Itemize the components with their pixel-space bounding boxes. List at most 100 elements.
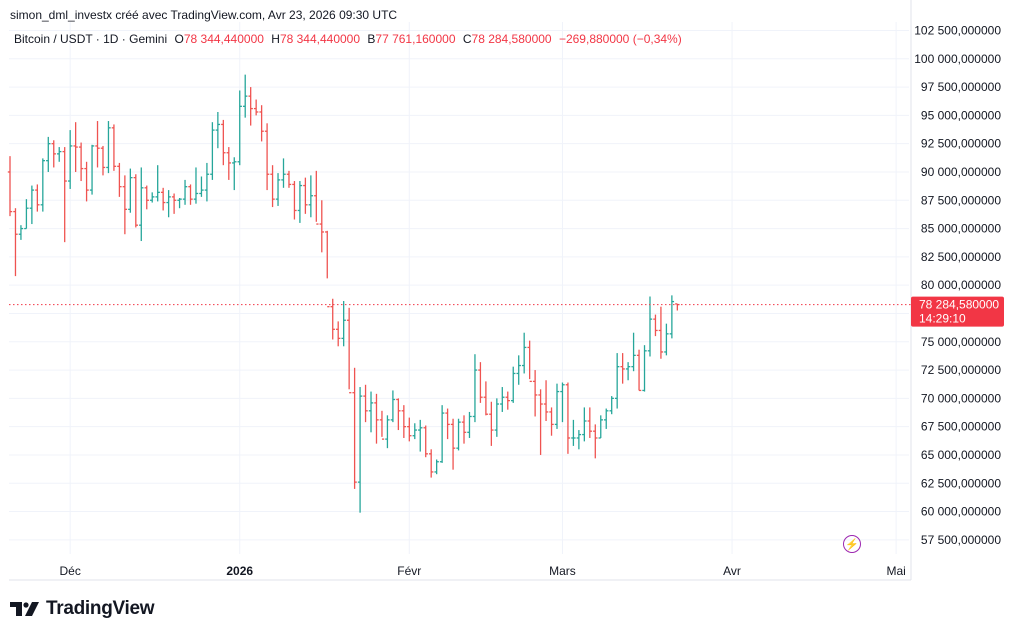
ohlc-bar [527,340,532,383]
ohlc-bar [204,162,210,202]
price-tick-label: 57 500,000000 [921,533,1001,547]
price-tick-label: 85 000,000000 [921,222,1001,236]
ohlc-bar [117,162,122,197]
time-tick-label: Mars [549,564,576,578]
ohlc-bar [604,408,609,429]
price-tick-label: 80 000,000000 [921,278,1001,292]
ohlc-bar [494,398,500,437]
ohlc-bar [500,387,505,412]
ohlc-bar [653,314,658,337]
time-tick-label: Févr [397,564,421,578]
ohlc-bar [423,425,428,458]
ohlc-bar [297,181,303,223]
ohlc-bar [532,370,538,417]
ohlc-bar [385,415,390,449]
ohlc-bar [401,405,407,438]
price-tick-label: 97 500,000000 [921,80,1001,94]
ohlc-bar [412,423,417,440]
ohlc-bar [357,387,363,513]
ohlc-bar [642,345,647,392]
last-price-tag-value: 78 284,580000 [919,298,999,312]
ohlc-bar [516,355,521,385]
ohlc-bar [330,298,335,340]
ohlc-bar [576,430,582,450]
ohlc-bar [609,396,614,415]
ohlc-bar [281,158,286,188]
ohlc-bar [658,306,664,359]
ohlc-bar [226,147,231,180]
ohlc-bar [314,170,319,225]
last-price-tag: 78 284,580000 14:29:10 [911,296,1004,327]
ohlc-bar [418,419,423,452]
ohlc-bar [95,121,100,168]
ohlc-bar [57,147,62,162]
ohlc-bar [467,411,472,438]
ohlc-bar [100,145,106,176]
ohlc-bar [582,407,587,442]
price-tick-label: 72 500,000000 [921,363,1001,377]
ohlc-bar [625,362,631,381]
ohlc-bar [40,158,46,212]
ohlc-bar [390,390,396,423]
ohlc-bar [275,173,281,206]
ohlc-bar [549,407,554,436]
ohlc-bar [133,174,139,228]
tradingview-logo[interactable]: TradingView [10,598,155,620]
time-axis[interactable]: Déc 2026 Févr Mars Avr Mai [9,564,911,581]
ohlc-bar [434,459,439,475]
ohlc-bar [166,190,171,218]
ohlc-bar [259,105,264,142]
tradingview-logo-text: TradingView [46,598,155,619]
ohlc-bar [221,119,226,166]
ohlc-bar [232,157,237,191]
ohlc-bar [177,198,182,209]
ohlc-bar [631,332,636,372]
ohlc-bar [346,307,352,394]
ohlc-bar [664,323,669,356]
ohlc-bar [521,332,527,374]
ohlc-bar [379,410,385,440]
ohlc-bar [505,391,510,410]
ohlc-bar [456,418,461,451]
ohlc-bar [264,123,270,191]
ohlc-bar [511,366,516,403]
ohlc-bar [483,381,489,416]
ohlc-bar [150,192,155,203]
ohlc-bar [489,401,494,446]
ohlc-bar [352,367,357,489]
ohlc-bar [571,419,576,446]
price-axis[interactable]: 57 500,000000 60 000,000000 62 500,000000 6… [910,0,1001,580]
ohlc-bar [319,200,324,253]
price-tick-label: 75 000,000000 [921,335,1001,349]
last-price-tag-background [911,296,1004,327]
ohlc-bar [106,121,111,174]
ohlc-bar [461,415,467,444]
ohlc-bar [193,167,199,204]
price-tick-label: 67 500,000000 [921,420,1001,434]
ohlc-bar [199,176,204,197]
ohlc-bar [445,408,450,440]
open-value: 78 344,440000 [183,32,264,46]
ohlc-bar [374,393,379,444]
ohlc-bar [89,144,95,195]
ohlc-bar [160,187,166,211]
open-label: O [174,32,184,46]
ohlc-bar [286,170,292,188]
ohlc-bar [78,142,84,182]
ohlc-bar [270,165,275,208]
price-tick-label: 62 500,000000 [921,476,1001,490]
ohlc-bar [128,168,133,213]
price-tick-label: 95 000,000000 [921,108,1001,122]
symbol-name[interactable]: Bitcoin / USDT · 1D · Gemini [14,32,168,46]
high-label: H [271,32,280,46]
low-value: 77 761,160000 [375,32,456,46]
ohlc-bar [292,181,297,220]
ohlc-bar [7,156,13,217]
ohlc-bar [472,354,478,423]
ohlc-bar [669,295,675,339]
chart-header: simon_dml_investx créé avec TradingView.… [10,8,398,22]
ohlc-bar [303,177,308,214]
lightning-icon[interactable]: ⚡ [843,535,861,553]
ohlc-bar [336,321,341,347]
